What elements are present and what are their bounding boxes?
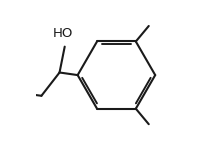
Text: HO: HO (53, 27, 73, 40)
